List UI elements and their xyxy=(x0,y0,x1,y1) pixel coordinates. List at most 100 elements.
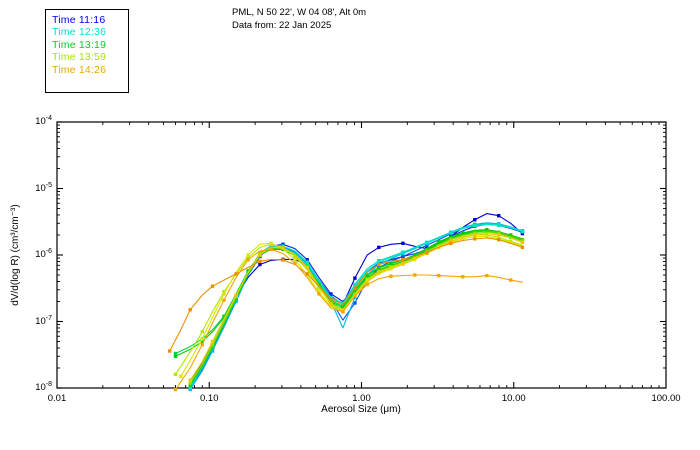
y-tick-label: 10-5 xyxy=(35,181,52,194)
data-point-marker xyxy=(413,273,417,277)
y-tick-label: 10-6 xyxy=(35,248,52,261)
data-point-marker xyxy=(473,218,477,222)
data-point-marker xyxy=(305,261,309,265)
data-point-marker xyxy=(377,271,381,275)
legend-item: Time 12:36 xyxy=(52,26,107,39)
data-point-marker xyxy=(497,223,501,227)
data-point-marker xyxy=(305,265,309,270)
data-point-marker xyxy=(234,293,238,297)
data-point-marker xyxy=(246,253,250,257)
data-point-marker xyxy=(234,299,238,304)
data-point-marker xyxy=(222,292,226,296)
data-point-marker xyxy=(520,229,525,234)
data-point-marker xyxy=(258,262,262,267)
data-point-marker xyxy=(389,262,393,266)
data-point-marker xyxy=(520,245,525,250)
data-point-marker xyxy=(269,247,273,251)
y-tick-label: 10-4 xyxy=(35,115,52,128)
data-point-marker xyxy=(234,272,238,276)
data-point-marker xyxy=(210,342,215,347)
chart-title-block: PML, N 50 22', W 04 08', Alt 0m Data fro… xyxy=(232,6,366,32)
data-point-marker xyxy=(168,349,172,353)
data-line xyxy=(189,231,523,384)
data-point-marker xyxy=(389,274,393,278)
data-point-marker xyxy=(365,273,369,278)
data-point-marker xyxy=(353,301,357,305)
data-point-marker xyxy=(449,241,453,245)
data-point-marker xyxy=(200,342,204,347)
data-line xyxy=(169,237,523,352)
data-point-marker xyxy=(485,273,489,278)
data-point-marker xyxy=(281,244,285,248)
data-point-marker xyxy=(425,250,429,254)
data-line xyxy=(189,230,523,386)
data-point-marker xyxy=(449,231,453,235)
data-point-marker xyxy=(210,349,215,353)
data-point-marker xyxy=(200,330,204,334)
data-line xyxy=(189,222,523,389)
data-point-marker xyxy=(485,228,489,232)
data-point-marker xyxy=(293,261,297,265)
legend-item: Time 13:19 xyxy=(52,38,107,51)
data-point-marker xyxy=(173,351,178,356)
data-point-marker xyxy=(200,339,204,344)
data-point-marker xyxy=(401,258,405,262)
x-tick-label: 1.00 xyxy=(352,393,371,404)
data-point-marker xyxy=(509,240,513,244)
data-point-marker xyxy=(281,258,285,262)
data-point-marker xyxy=(485,234,489,239)
data-point-marker xyxy=(179,374,183,378)
y-tick-label: 10-7 xyxy=(35,314,52,327)
x-axis-title: Aerosol Size (μm) xyxy=(321,404,401,415)
data-point-marker xyxy=(173,372,178,377)
data-point-marker xyxy=(401,251,405,255)
data-point-marker xyxy=(353,276,357,280)
data-point-marker xyxy=(425,243,429,247)
data-point-marker xyxy=(173,387,178,392)
data-point-marker xyxy=(401,254,405,259)
data-point-marker xyxy=(341,310,345,314)
data-point-marker xyxy=(425,241,429,245)
data-point-marker xyxy=(281,242,285,246)
data-point-marker xyxy=(401,241,405,245)
data-point-marker xyxy=(305,258,309,262)
data-line xyxy=(189,230,523,385)
data-point-marker xyxy=(210,284,215,288)
chart-subtitle: Data from: 22 Jan 2025 xyxy=(232,20,332,31)
data-point-marker xyxy=(258,253,262,257)
data-point-marker xyxy=(365,277,369,282)
data-point-marker xyxy=(377,262,381,267)
data-point-marker xyxy=(173,354,178,358)
data-point-marker xyxy=(341,306,345,310)
legend-item: Time 13:59 xyxy=(52,51,107,64)
x-tick-label: 100.00 xyxy=(651,393,681,404)
data-point-marker xyxy=(461,275,465,279)
data-point-marker xyxy=(401,262,405,266)
data-point-marker xyxy=(473,233,477,237)
data-point-marker xyxy=(329,292,333,296)
data-point-marker xyxy=(305,272,309,276)
data-point-marker xyxy=(473,224,477,228)
data-line xyxy=(174,248,523,391)
data-point-marker xyxy=(389,265,393,269)
data-point-marker xyxy=(437,273,441,278)
data-point-marker xyxy=(377,245,381,250)
data-point-marker xyxy=(329,297,333,301)
data-point-marker xyxy=(497,233,501,237)
data-line xyxy=(189,222,523,391)
data-line xyxy=(189,223,523,386)
plot-frame xyxy=(56,121,667,389)
x-tick-label: 10.00 xyxy=(501,393,526,404)
data-point-marker xyxy=(188,381,192,385)
data-point-marker xyxy=(281,246,285,250)
data-point-marker xyxy=(461,231,465,235)
data-point-marker xyxy=(200,337,204,341)
data-point-marker xyxy=(353,295,357,300)
data-line xyxy=(189,233,523,381)
data-point-marker xyxy=(258,259,262,264)
axis-ticks xyxy=(57,121,666,389)
data-point-marker xyxy=(293,258,297,262)
data-point-marker xyxy=(317,290,321,294)
